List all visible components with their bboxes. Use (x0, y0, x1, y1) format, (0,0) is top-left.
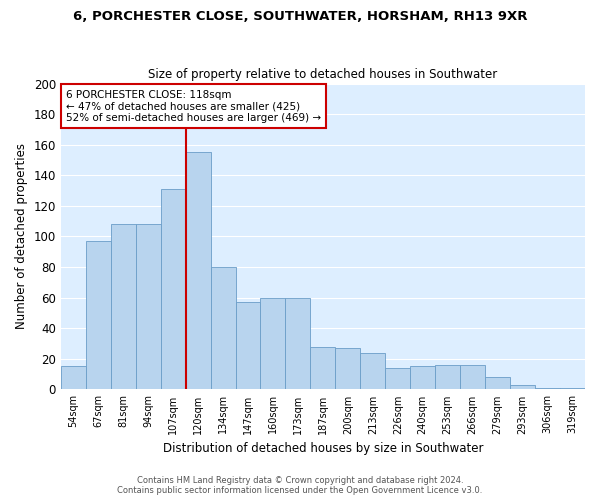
Bar (435, 365, 460, 390)
Y-axis label: Number of detached properties: Number of detached properties (15, 144, 28, 330)
Bar (111, 224, 136, 390)
Bar (460, 365, 485, 390)
X-axis label: Distribution of detached houses by size in Southwater: Distribution of detached houses by size … (163, 442, 483, 455)
Bar (260, 298, 286, 390)
Bar (335, 348, 361, 390)
Text: 6 PORCHESTER CLOSE: 118sqm
← 47% of detached houses are smaller (425)
52% of sem: 6 PORCHESTER CLOSE: 118sqm ← 47% of deta… (66, 90, 321, 123)
Bar (485, 377, 510, 390)
Bar (61, 366, 86, 390)
Bar (236, 302, 260, 390)
Bar (560, 388, 585, 390)
Bar (361, 352, 385, 390)
Bar (535, 388, 560, 390)
Bar (286, 298, 310, 390)
Bar (310, 346, 335, 390)
Bar (510, 385, 535, 390)
Title: Size of property relative to detached houses in Southwater: Size of property relative to detached ho… (148, 68, 497, 81)
Bar (136, 224, 161, 390)
Text: Contains HM Land Registry data © Crown copyright and database right 2024.
Contai: Contains HM Land Registry data © Crown c… (118, 476, 482, 495)
Bar (161, 189, 185, 390)
Bar (86, 241, 111, 390)
Bar (410, 366, 435, 390)
Bar (211, 267, 236, 390)
Text: 6, PORCHESTER CLOSE, SOUTHWATER, HORSHAM, RH13 9XR: 6, PORCHESTER CLOSE, SOUTHWATER, HORSHAM… (73, 10, 527, 23)
Bar (385, 368, 410, 390)
Bar (185, 152, 211, 390)
